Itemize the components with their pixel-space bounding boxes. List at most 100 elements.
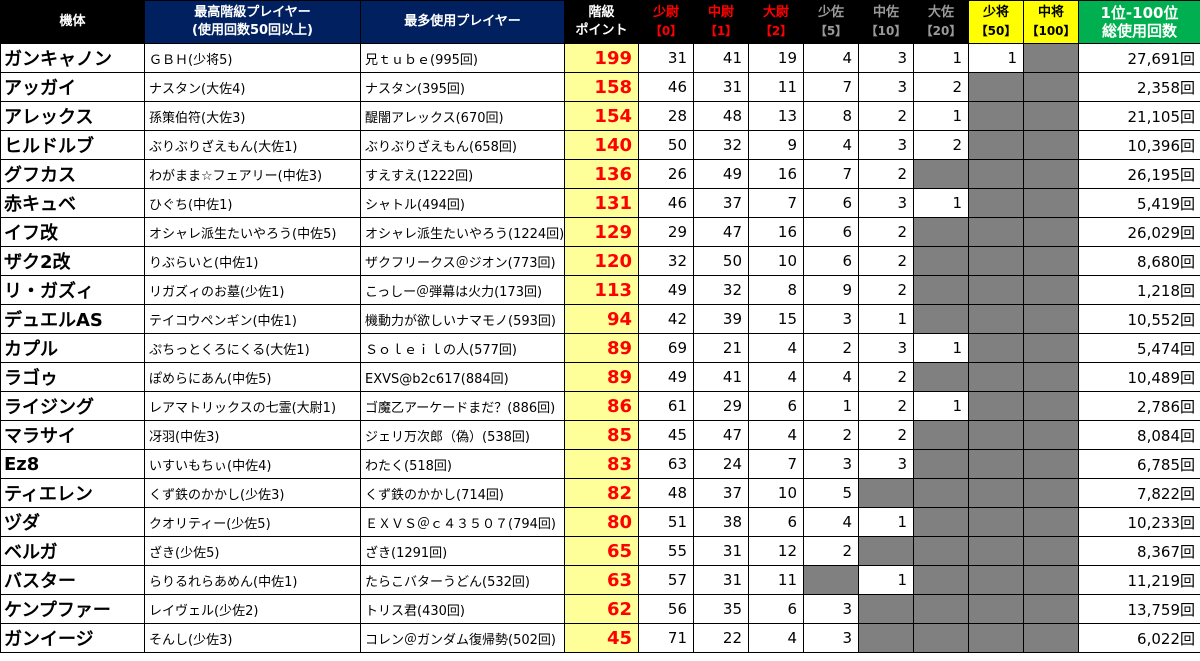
rank-count-empty <box>1023 304 1079 334</box>
rank-count: 1 <box>913 333 969 363</box>
top-player: ぷちっとくろにくる(大佐1) <box>144 333 361 363</box>
rank-count: 46 <box>638 188 694 218</box>
total-uses: 8,367回 <box>1078 536 1200 566</box>
rank-points: 131 <box>564 188 639 218</box>
rank-count-empty <box>1023 188 1079 218</box>
rank-count: 48 <box>638 478 694 508</box>
rank-count-empty <box>913 449 969 479</box>
rank-count-empty <box>1023 536 1079 566</box>
rank-count: 3 <box>803 623 859 653</box>
unit-name: リ・ガズィ <box>0 275 145 305</box>
rank-count: 11 <box>748 565 804 595</box>
rank-count: 47 <box>693 217 749 247</box>
rank-points: 89 <box>564 333 639 363</box>
most-player: ナスタン(395回) <box>360 72 565 102</box>
rank-count: 2 <box>858 246 914 276</box>
top-player: 冴羽(中佐3) <box>144 420 361 450</box>
rank-count-empty <box>968 391 1024 421</box>
unit-name: ティエレン <box>0 478 145 508</box>
total-uses: 10,233回 <box>1078 507 1200 537</box>
rank-count-empty <box>1023 159 1079 189</box>
table-row: ザク2改 りぶらいと(中佐1) ザクフリークス＠ジオン(773回) 120 32 50 10… <box>0 246 1200 276</box>
table-row: ライジング レアマトリックスの七霊(大尉1) ゴ魔乙アーケードまだ？(886回) 86… <box>0 391 1200 421</box>
rank-count-empty <box>1023 217 1079 247</box>
rank-count: 4 <box>748 333 804 363</box>
table-row: アッガイ ナスタン(大佐4) ナスタン(395回) 158 46 31 11 7 3 2 2,358… <box>0 72 1200 102</box>
rank-count-empty <box>968 478 1024 508</box>
rank-count-empty <box>913 217 969 247</box>
rank-count: 6 <box>748 507 804 537</box>
most-player: 兄ｔｕｂｅ(995回) <box>360 43 565 73</box>
rank-count-empty <box>913 623 969 653</box>
rank-count-empty <box>968 72 1024 102</box>
rank-count: 48 <box>693 101 749 131</box>
rank-count: 3 <box>858 130 914 160</box>
rank-count: 41 <box>693 43 749 73</box>
table-row: Ez8 いすいもちぃ(中佐4) わたく(518回) 83 63 24 7 3 3 6,785回 <box>0 449 1200 479</box>
rank-count-empty <box>968 594 1024 624</box>
rank-count: 24 <box>693 449 749 479</box>
total-uses: 5,419回 <box>1078 188 1200 218</box>
rank-count: 39 <box>693 304 749 334</box>
top-player: テイコウペンギン(中佐1) <box>144 304 361 334</box>
rank-count-empty <box>968 565 1024 595</box>
rank-count: 31 <box>638 43 694 73</box>
rank-count: 32 <box>693 275 749 305</box>
rank-count-empty <box>1023 420 1079 450</box>
total-uses: 27,691回 <box>1078 43 1200 73</box>
header-unit: 機体 <box>0 0 145 44</box>
top-player: クオリティー(少佐5) <box>144 507 361 537</box>
rank-count: 55 <box>638 536 694 566</box>
rank-count: 45 <box>638 420 694 450</box>
rank-points: 129 <box>564 217 639 247</box>
unit-name: バスター <box>0 565 145 595</box>
most-player: オシャレ派生たいやろう(1224回) <box>360 217 565 247</box>
rank-count-empty <box>1023 391 1079 421</box>
rank-count-empty <box>913 304 969 334</box>
rank-count-empty <box>913 275 969 305</box>
rank-count-empty <box>968 275 1024 305</box>
unit-name: ベルガ <box>0 536 145 566</box>
rank-count-empty <box>968 246 1024 276</box>
rank-count-empty <box>913 594 969 624</box>
rank-count-empty <box>1023 507 1079 537</box>
rank-count-empty <box>1023 275 1079 305</box>
rank-count: 1 <box>858 507 914 537</box>
rank-count: 16 <box>748 159 804 189</box>
rank-count: 2 <box>858 362 914 392</box>
header-top-player: 最高階級プレイヤー (使用回数50回以上) <box>144 0 361 44</box>
rank-count: 10 <box>748 246 804 276</box>
unit-name: アッガイ <box>0 72 145 102</box>
total-uses: 2,358回 <box>1078 72 1200 102</box>
rank-count: 28 <box>638 101 694 131</box>
unit-name: グフカス <box>0 159 145 189</box>
total-uses: 7,822回 <box>1078 478 1200 508</box>
rank-count-empty <box>968 217 1024 247</box>
unit-name: ライジング <box>0 391 145 421</box>
header-rank-shoui: 少尉 【0】 <box>638 0 694 44</box>
rank-count: 4 <box>803 43 859 73</box>
header-rank-chuujou: 中将 【100】 <box>1023 0 1079 44</box>
total-uses: 6,785回 <box>1078 449 1200 479</box>
rank-count-empty <box>1023 594 1079 624</box>
most-player: わたく(518回) <box>360 449 565 479</box>
rank-count: 51 <box>638 507 694 537</box>
table-row: デュエルAS テイコウペンギン(中佐1) 機動力が欲しいナマモノ(593回) 94 42… <box>0 304 1200 334</box>
table-row: グフカス わがまま☆フェアリー(中佐3) すえすえ(1222回) 136 26 49 16 7… <box>0 159 1200 189</box>
top-player: りぶらいと(中佐1) <box>144 246 361 276</box>
rank-points: 94 <box>564 304 639 334</box>
total-uses: 6,022回 <box>1078 623 1200 653</box>
rank-count: 2 <box>858 159 914 189</box>
top-player: そんし(少佐3) <box>144 623 361 653</box>
top-player: ＧＢＨ(少将5) <box>144 43 361 73</box>
rank-count: 19 <box>748 43 804 73</box>
top-player: リガズィのお墓(少佐1) <box>144 275 361 305</box>
rank-points: 136 <box>564 159 639 189</box>
rank-count: 9 <box>803 275 859 305</box>
most-player: こっしー＠弾幕は火力(173回) <box>360 275 565 305</box>
rank-count: 11 <box>748 72 804 102</box>
unit-name: マラサイ <box>0 420 145 450</box>
total-uses: 8,680回 <box>1078 246 1200 276</box>
most-player: ジェリ万次郎（偽）(538回) <box>360 420 565 450</box>
rank-count: 2 <box>913 130 969 160</box>
